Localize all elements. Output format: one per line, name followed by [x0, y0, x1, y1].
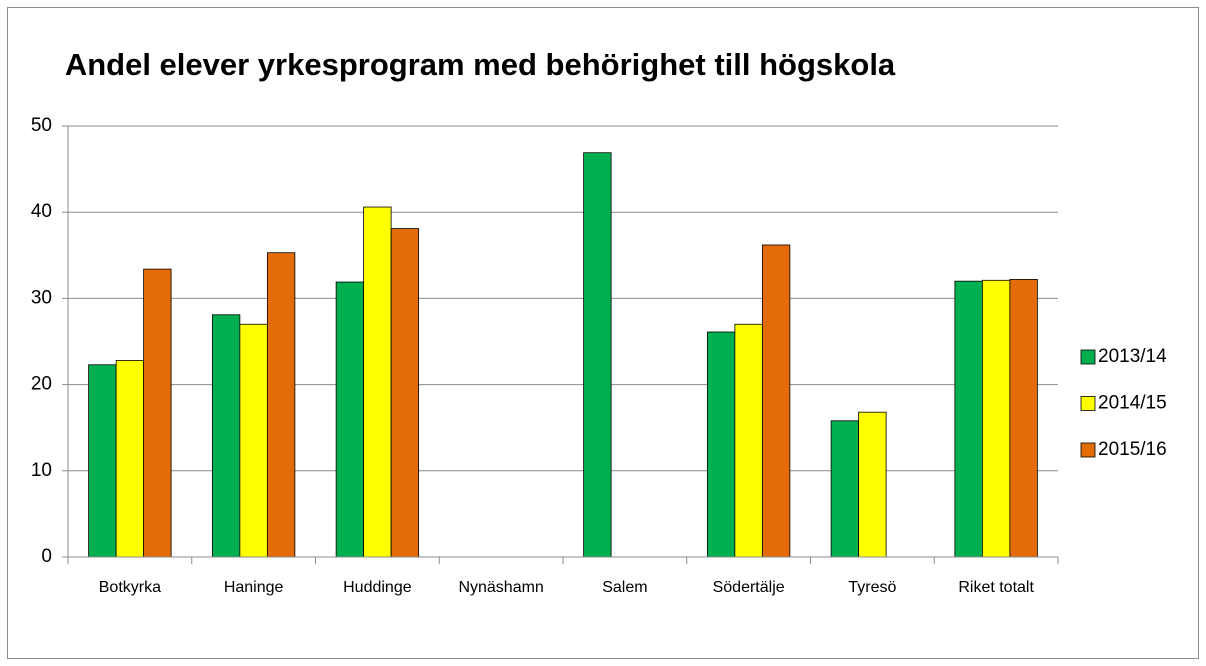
bar: [981, 279, 1011, 558]
legend-label: 2015/16: [1098, 439, 1167, 460]
bar: [363, 206, 392, 558]
x-tick-label: Nynäshamn: [458, 579, 543, 596]
bar: [761, 244, 791, 558]
y-tick-label: 0: [41, 546, 52, 567]
bar: [583, 152, 612, 558]
x-tick-label: Salem: [602, 579, 647, 596]
x-tick-label: Södertälje: [713, 579, 785, 596]
bar: [954, 280, 983, 558]
x-tick-label: Haninge: [224, 579, 284, 596]
bar: [115, 360, 145, 558]
chart-title: Andel elever yrkesprogram med behörighet…: [64, 47, 896, 82]
bar: [1009, 279, 1038, 558]
y-tick-label: 50: [31, 115, 52, 136]
bar: [88, 364, 117, 558]
legend-label: 2014/15: [1098, 393, 1167, 414]
legend-label: 2013/14: [1098, 346, 1167, 367]
y-tick-label: 40: [31, 201, 52, 222]
bar: [266, 252, 296, 558]
bar: [335, 281, 365, 558]
x-tick-label: Huddinge: [343, 579, 412, 596]
bar: [858, 411, 887, 558]
y-tick-label: 30: [31, 287, 52, 308]
bar: [830, 420, 860, 558]
bar: [211, 314, 241, 558]
legend-swatch: [1080, 442, 1096, 458]
x-tick-label: Botkyrka: [99, 579, 161, 596]
bar: [239, 323, 268, 558]
legend-swatch: [1080, 396, 1096, 411]
bar: [143, 268, 172, 558]
x-tick-label: Tyresö: [848, 579, 896, 596]
legend-swatch: [1080, 349, 1096, 365]
x-tick-label: Riket totalt: [958, 579, 1034, 596]
y-tick-label: 20: [31, 374, 52, 395]
bar: [734, 323, 763, 558]
y-tick-label: 10: [31, 460, 52, 481]
bar: [390, 228, 420, 558]
bar: [706, 331, 736, 558]
